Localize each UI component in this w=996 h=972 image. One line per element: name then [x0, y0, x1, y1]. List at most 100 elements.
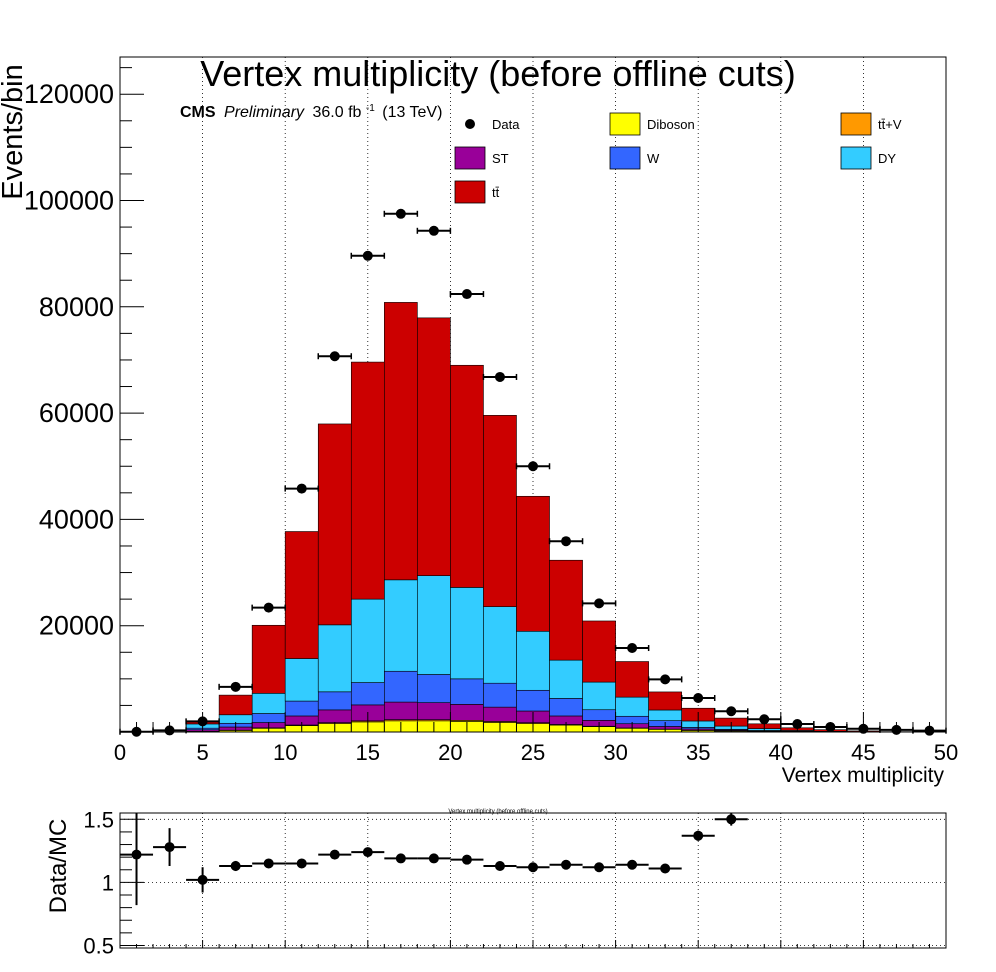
legend-label: Data [492, 117, 520, 132]
ratio-point [362, 847, 373, 858]
data-point [230, 681, 241, 692]
bar-segment [648, 709, 682, 721]
bar-segment [549, 559, 583, 661]
y-tick-label: 120000 [24, 79, 114, 109]
bar-segment [450, 704, 484, 721]
x-axis-label: Vertex multiplicity [782, 764, 945, 787]
bar-segment [483, 415, 517, 607]
ratio-point [164, 842, 175, 853]
ratio-y-tick-label: 1 [102, 870, 114, 895]
bar-segment [350, 682, 385, 706]
bar-segment [384, 302, 418, 581]
ratio-point [395, 853, 406, 864]
main-grid [202, 57, 864, 732]
bar-segment [350, 598, 385, 683]
x-tick-label: 25 [521, 740, 545, 765]
data-point [428, 225, 439, 236]
y-axis-label: Events/bin [0, 64, 29, 199]
data-point [494, 371, 505, 382]
legend-label: W [647, 151, 660, 166]
bar-segment [582, 620, 616, 683]
legend-item: tt̄+V [840, 112, 902, 136]
x-tick-label: 35 [686, 740, 710, 765]
data-point [263, 602, 274, 613]
legend-label: tt̄ [492, 185, 500, 200]
ratio-point [329, 849, 340, 860]
bar-segment [615, 696, 649, 717]
bar-segment [483, 682, 517, 708]
ratio-point [494, 860, 505, 871]
bar-segment [384, 579, 418, 672]
data-point [528, 461, 538, 472]
bar-segment [251, 693, 286, 714]
data-point [693, 692, 704, 703]
data-point [296, 483, 307, 494]
x-tick-label: 15 [356, 740, 380, 765]
ratio-point [528, 862, 538, 873]
ratio-point [461, 854, 472, 865]
x-tick-label: 45 [851, 740, 875, 765]
y-tick-label: 100000 [24, 186, 114, 216]
y-tick-label: 40000 [39, 504, 114, 534]
bar-segment [317, 423, 352, 626]
bar-segment [218, 694, 253, 716]
lumi-superscript: -1 [366, 103, 375, 114]
bar-segment [284, 531, 319, 659]
bar-segment [317, 709, 352, 723]
bar-segment [483, 706, 517, 722]
ratio-point [131, 849, 142, 860]
legend-item: Diboson [609, 112, 695, 136]
bar-segment [516, 689, 550, 712]
bar-segment [417, 674, 451, 703]
ratio-point [197, 874, 208, 885]
data-point [461, 289, 472, 300]
bar-segment [549, 698, 583, 717]
bar-segment [648, 691, 682, 711]
legend: Data Diboson tt̄+V ST W DY tt̄ [454, 112, 902, 204]
data-point [594, 598, 605, 609]
bar-segment [284, 658, 319, 702]
legend-item: ST [454, 146, 509, 170]
legend-item: Data [465, 117, 520, 132]
bar-segment [516, 495, 550, 632]
legend-marker [465, 119, 475, 129]
ratio-point [263, 858, 274, 869]
ratio-point [660, 863, 671, 874]
bar-segment [450, 587, 484, 680]
legend-label: DY [878, 151, 896, 166]
main-axes: 0 5 10 15 20 25 30 35 40 45 50 20000 40000 60000 80000… [24, 67, 958, 765]
energy-text: (13 TeV) [382, 104, 442, 121]
stacked-bars [185, 302, 947, 733]
x-tick-label: 5 [196, 740, 208, 765]
ratio-point [693, 830, 704, 841]
bar-segment [317, 691, 352, 711]
bar-segment [450, 678, 484, 705]
data-point [561, 536, 572, 547]
x-tick-label: 20 [438, 740, 462, 765]
bar-segment [417, 317, 451, 576]
bar-segment [582, 709, 616, 721]
x-tick-label: 50 [934, 740, 958, 765]
bar-segment [450, 364, 484, 588]
ratio-grid [120, 813, 946, 948]
bar-segment [317, 624, 352, 693]
bar-segment [483, 606, 517, 684]
cms-preliminary: Preliminary [224, 104, 305, 121]
bar-segment [251, 624, 286, 694]
legend-swatch [840, 146, 872, 170]
legend-label: ST [492, 151, 509, 166]
ratio-point [428, 853, 439, 864]
ratio-axes: 0.5 1 1.5 [83, 807, 947, 958]
ratio-point [627, 859, 638, 870]
bar-segment [284, 700, 319, 717]
legend-item: DY [840, 146, 896, 170]
y-tick-label: 80000 [39, 292, 114, 322]
bar-segment [417, 575, 451, 675]
ratio-point [230, 860, 241, 871]
data-point [362, 250, 373, 261]
data-point [660, 674, 671, 685]
legend-item: tt̄ [454, 180, 500, 204]
data-point [726, 706, 737, 717]
bar-segment [384, 670, 418, 703]
data-point [627, 643, 638, 654]
